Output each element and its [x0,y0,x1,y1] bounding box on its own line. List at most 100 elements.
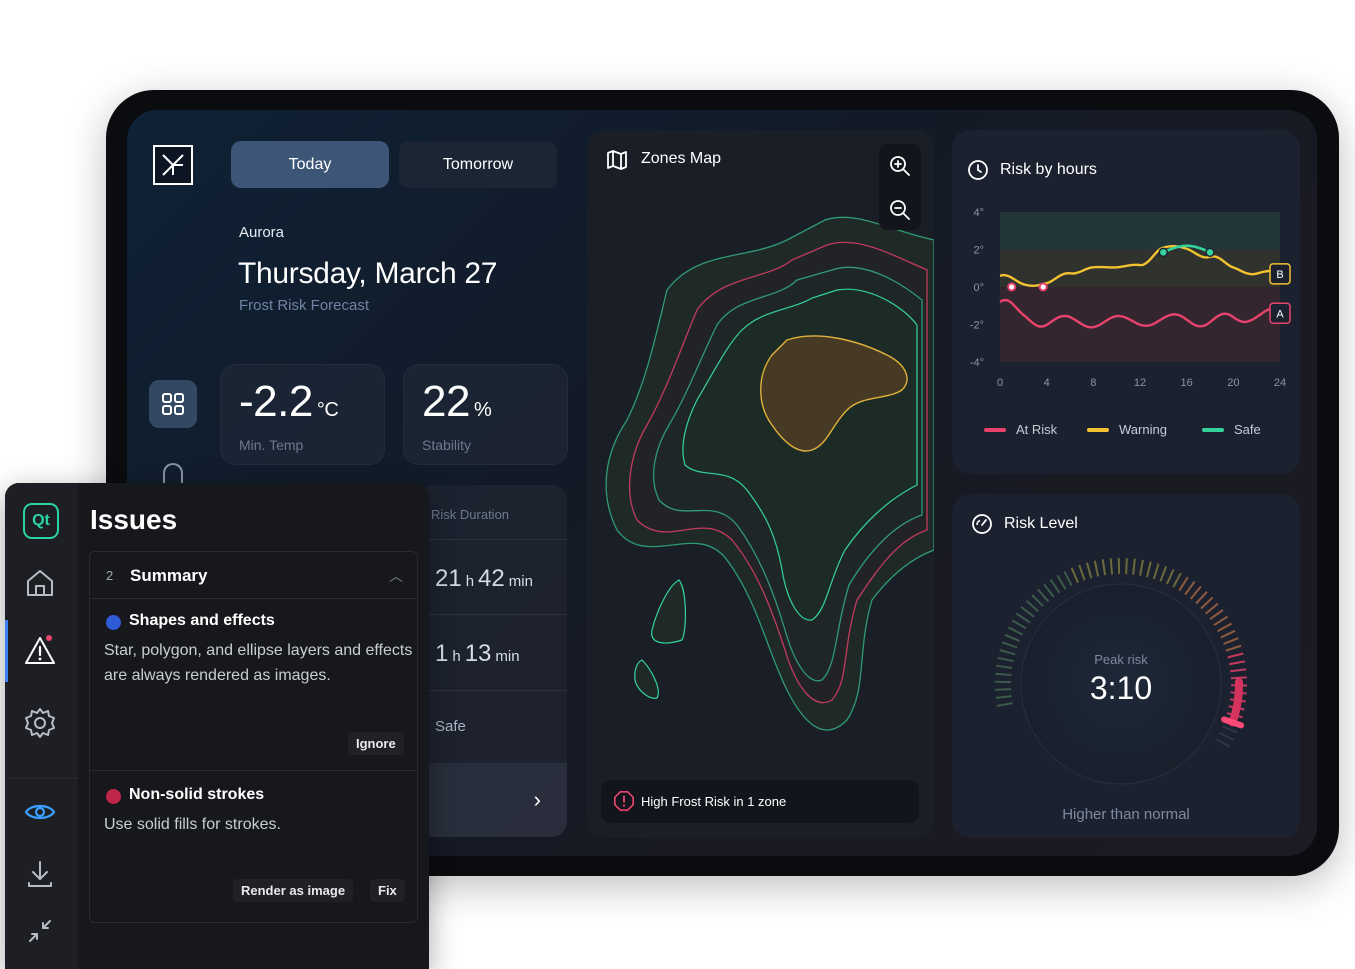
gauge-tick [996,664,1013,670]
gauge-tick [1215,738,1231,748]
ignore-button[interactable]: Ignore [348,732,404,755]
gauge-tick [1031,594,1044,607]
zoom-controls [879,144,921,230]
gauge-tick [1205,602,1219,615]
risk-by-hours-card: Risk by hours 4° 2° 0° -2° -4° 0 4 8 12 16 20 24 B A … [952,130,1300,474]
home-icon[interactable] [22,565,58,601]
gauge-tick [1070,567,1079,584]
rail-selection-indicator [5,620,8,682]
legend-label: Warning [1119,422,1167,437]
legend-swatch [1087,427,1109,432]
gauge-tick [996,702,1013,707]
risk-by-hours-chart: 4° 2° 0° -2° -4° 0 4 8 12 16 20 24 B A [970,207,1291,389]
gauge-tick [1007,626,1024,636]
risk-by-hours-title: Risk by hours [1000,161,1097,178]
info-icon [106,615,121,630]
summary-title[interactable]: Summary [130,566,208,585]
marker-a-box [1269,302,1291,324]
gauge-tick [1165,569,1175,585]
bell-icon[interactable] [163,463,183,483]
series-line-safe [1162,244,1211,254]
y-tick-label: -4° [970,357,984,369]
issues-panel: Qt [5,483,429,969]
legend-swatch [984,427,1006,432]
min-temp-value: -2.2 °C [239,377,339,426]
gauge-needle [1221,716,1245,729]
zones-map-title: Zones Map [641,150,722,167]
zoom-out-icon[interactable] [888,198,912,222]
fix-button[interactable]: Fix [370,879,405,902]
gauge-tick [1037,588,1050,603]
tab-tomorrow[interactable]: Tomorrow [399,141,557,188]
gauge-tick [1227,652,1244,659]
gauge-tick [1125,558,1128,575]
peak-risk-label: Peak risk [1094,652,1148,667]
y-tick-label: -2° [970,320,984,332]
legend-swatch [1202,427,1224,432]
gauge-tick [1049,578,1061,594]
gauge-tick [1109,558,1114,575]
gauge-tick [1213,615,1228,627]
gauge-tick [1025,600,1040,613]
gauge-tick [1230,676,1247,680]
gauge-tick [1195,591,1208,605]
gauge-tick [1043,583,1055,598]
gauge-tick [1217,622,1233,633]
gauge-tick [1004,633,1021,642]
risk-gauge [995,558,1248,785]
page-title: Thursday, March 27 [238,257,498,290]
gauge-tick [995,695,1012,699]
y-tick-label: 0° [973,282,984,294]
gauge-tick [995,672,1012,677]
series-line-warning [999,245,1281,288]
eye-icon[interactable] [22,794,58,830]
risk-details-button[interactable]: › [417,763,567,837]
grid-view-button[interactable] [149,380,197,428]
chevron-up-icon[interactable]: ︿ [389,568,403,584]
gauge-tick [1020,606,1035,618]
x-tick-label: 8 [1090,377,1096,389]
render-as-image-button[interactable]: Render as image [233,879,354,902]
risk-level-card: Risk Level Peak risk 3: [952,494,1300,838]
legend-at-risk: At Risk [984,422,1057,437]
zones-contour-map [605,216,934,731]
peak-risk-value: 3:10 [1089,670,1153,706]
stability-value: 22% [422,377,492,426]
error-icon [106,789,121,804]
issues-title: Issues [90,504,178,535]
dashboard-screen: Today Tomorrow Aurora Thursday, March 27… [127,110,1317,856]
download-icon[interactable] [22,856,58,892]
gauge-tick [1222,725,1238,734]
gauge-tick [1132,558,1136,575]
band-safe [1000,212,1280,250]
gauge-tick [1200,596,1214,610]
gauge-tick [1063,570,1073,587]
page-subtitle: Frost Risk Forecast [239,297,370,314]
risk-level-title: Risk Level [1004,515,1078,532]
marker-b-box [1269,263,1291,285]
safe-point [1205,247,1215,258]
divider [417,614,567,615]
grid-icon [162,393,184,415]
warning-icon[interactable] [22,633,58,669]
issues-summary-box: 2 Summary ︿ Shapes and effects Star, pol… [89,551,418,923]
tab-today[interactable]: Today [231,141,389,188]
x-tick-label: 20 [1227,377,1239,389]
risk-status-text: Higher than normal [1062,806,1190,823]
clock-icon [968,160,988,180]
settings-gear-icon[interactable] [22,705,58,741]
gauge-tick [1015,612,1031,624]
gauge-tick [1056,574,1067,590]
rail-divider [5,778,78,779]
x-tick-label: 12 [1134,377,1146,389]
frost-alert-banner[interactable]: High Frost Risk in 1 zone [601,780,919,823]
gauge-tick [1229,660,1246,666]
issue-title: Non-solid strokes [129,786,265,803]
risk-point [1007,282,1017,292]
zoom-in-icon[interactable] [888,154,912,178]
risk-duration-label: Risk Duration [431,507,510,522]
y-tick-label: 4° [973,207,984,219]
collapse-icon[interactable] [22,913,58,949]
qt-logo: Qt [23,503,59,539]
